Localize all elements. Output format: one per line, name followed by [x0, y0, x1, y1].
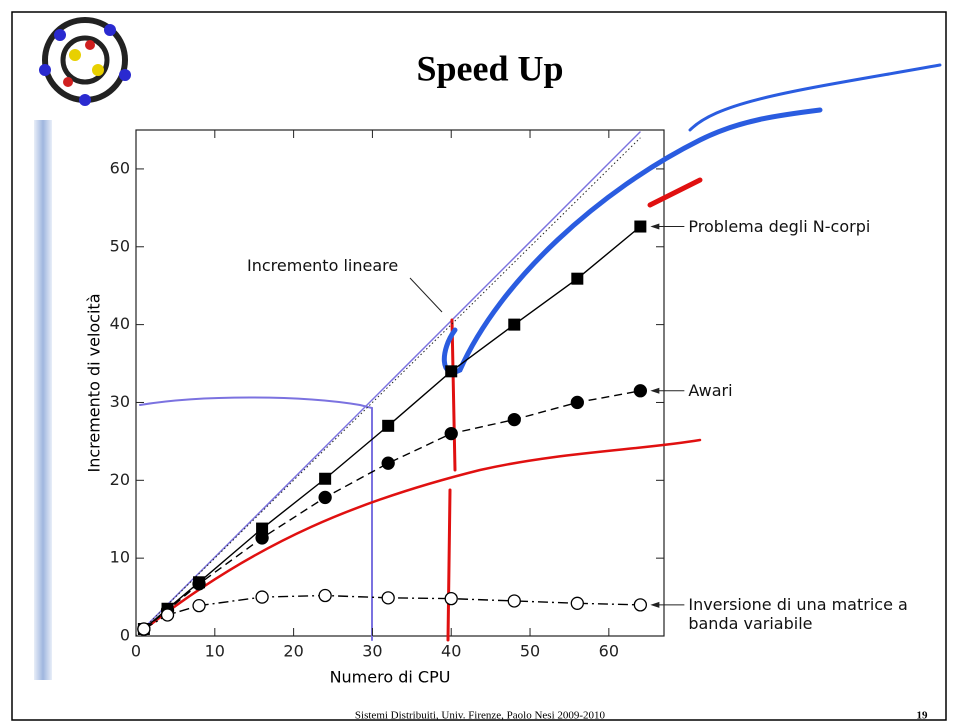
y-tick-label: 30: [110, 392, 130, 411]
reference-label: Incremento lineare: [247, 256, 398, 275]
marker: [508, 319, 520, 331]
marker: [138, 623, 150, 635]
x-tick-label: 50: [520, 642, 540, 661]
y-axis-label: Incremento di velocità: [85, 294, 104, 473]
marker: [193, 600, 205, 612]
page-number: 19: [917, 710, 929, 722]
x-tick-label: 60: [599, 642, 619, 661]
marker: [508, 414, 520, 426]
label-arrowhead: [650, 224, 659, 230]
y-tick-label: 0: [120, 626, 130, 645]
marker: [445, 593, 457, 605]
y-tick-label: 60: [110, 158, 130, 177]
marker: [508, 595, 520, 607]
side-bar: [34, 120, 52, 680]
marker: [571, 396, 583, 408]
marker: [382, 457, 394, 469]
plot-frame: [136, 130, 664, 636]
x-tick-label: 0: [131, 642, 141, 661]
y-tick-label: 40: [110, 314, 130, 333]
x-tick-label: 20: [283, 642, 303, 661]
marker: [445, 428, 457, 440]
x-tick-label: 30: [362, 642, 382, 661]
marker: [193, 578, 205, 590]
label-arrowhead: [650, 602, 659, 608]
marker: [162, 609, 174, 621]
marker: [256, 532, 268, 544]
x-axis-label: Numero di CPU: [330, 668, 451, 687]
logo: [39, 20, 131, 106]
slide-title: Speed Up: [416, 48, 563, 88]
marker: [634, 221, 646, 233]
label-arrowhead: [650, 388, 659, 394]
marker: [319, 473, 331, 485]
marker: [319, 491, 331, 503]
slide: Speed Up Sistemi Distribuiti, Univ. Fire…: [0, 0, 958, 726]
marker: [382, 592, 394, 604]
marker: [445, 365, 457, 377]
y-tick-label: 10: [110, 548, 130, 567]
series-label: Awari: [688, 381, 918, 400]
handwriting: [140, 65, 940, 640]
y-tick-label: 20: [110, 470, 130, 489]
y-tick-label: 50: [110, 236, 130, 255]
marker: [382, 420, 394, 432]
marker: [319, 590, 331, 602]
marker: [571, 597, 583, 609]
series-label: Inversione di una matrice a banda variab…: [688, 595, 918, 633]
marker: [634, 385, 646, 397]
series-label: Problema degli N-corpi: [688, 217, 918, 236]
reference-arrow: [410, 278, 442, 312]
footer: Sistemi Distribuiti, Univ. Firenze, Paol…: [355, 710, 606, 722]
marker: [571, 273, 583, 285]
x-tick-label: 40: [441, 642, 461, 661]
marker: [634, 599, 646, 611]
marker: [256, 591, 268, 603]
x-tick-label: 10: [205, 642, 225, 661]
